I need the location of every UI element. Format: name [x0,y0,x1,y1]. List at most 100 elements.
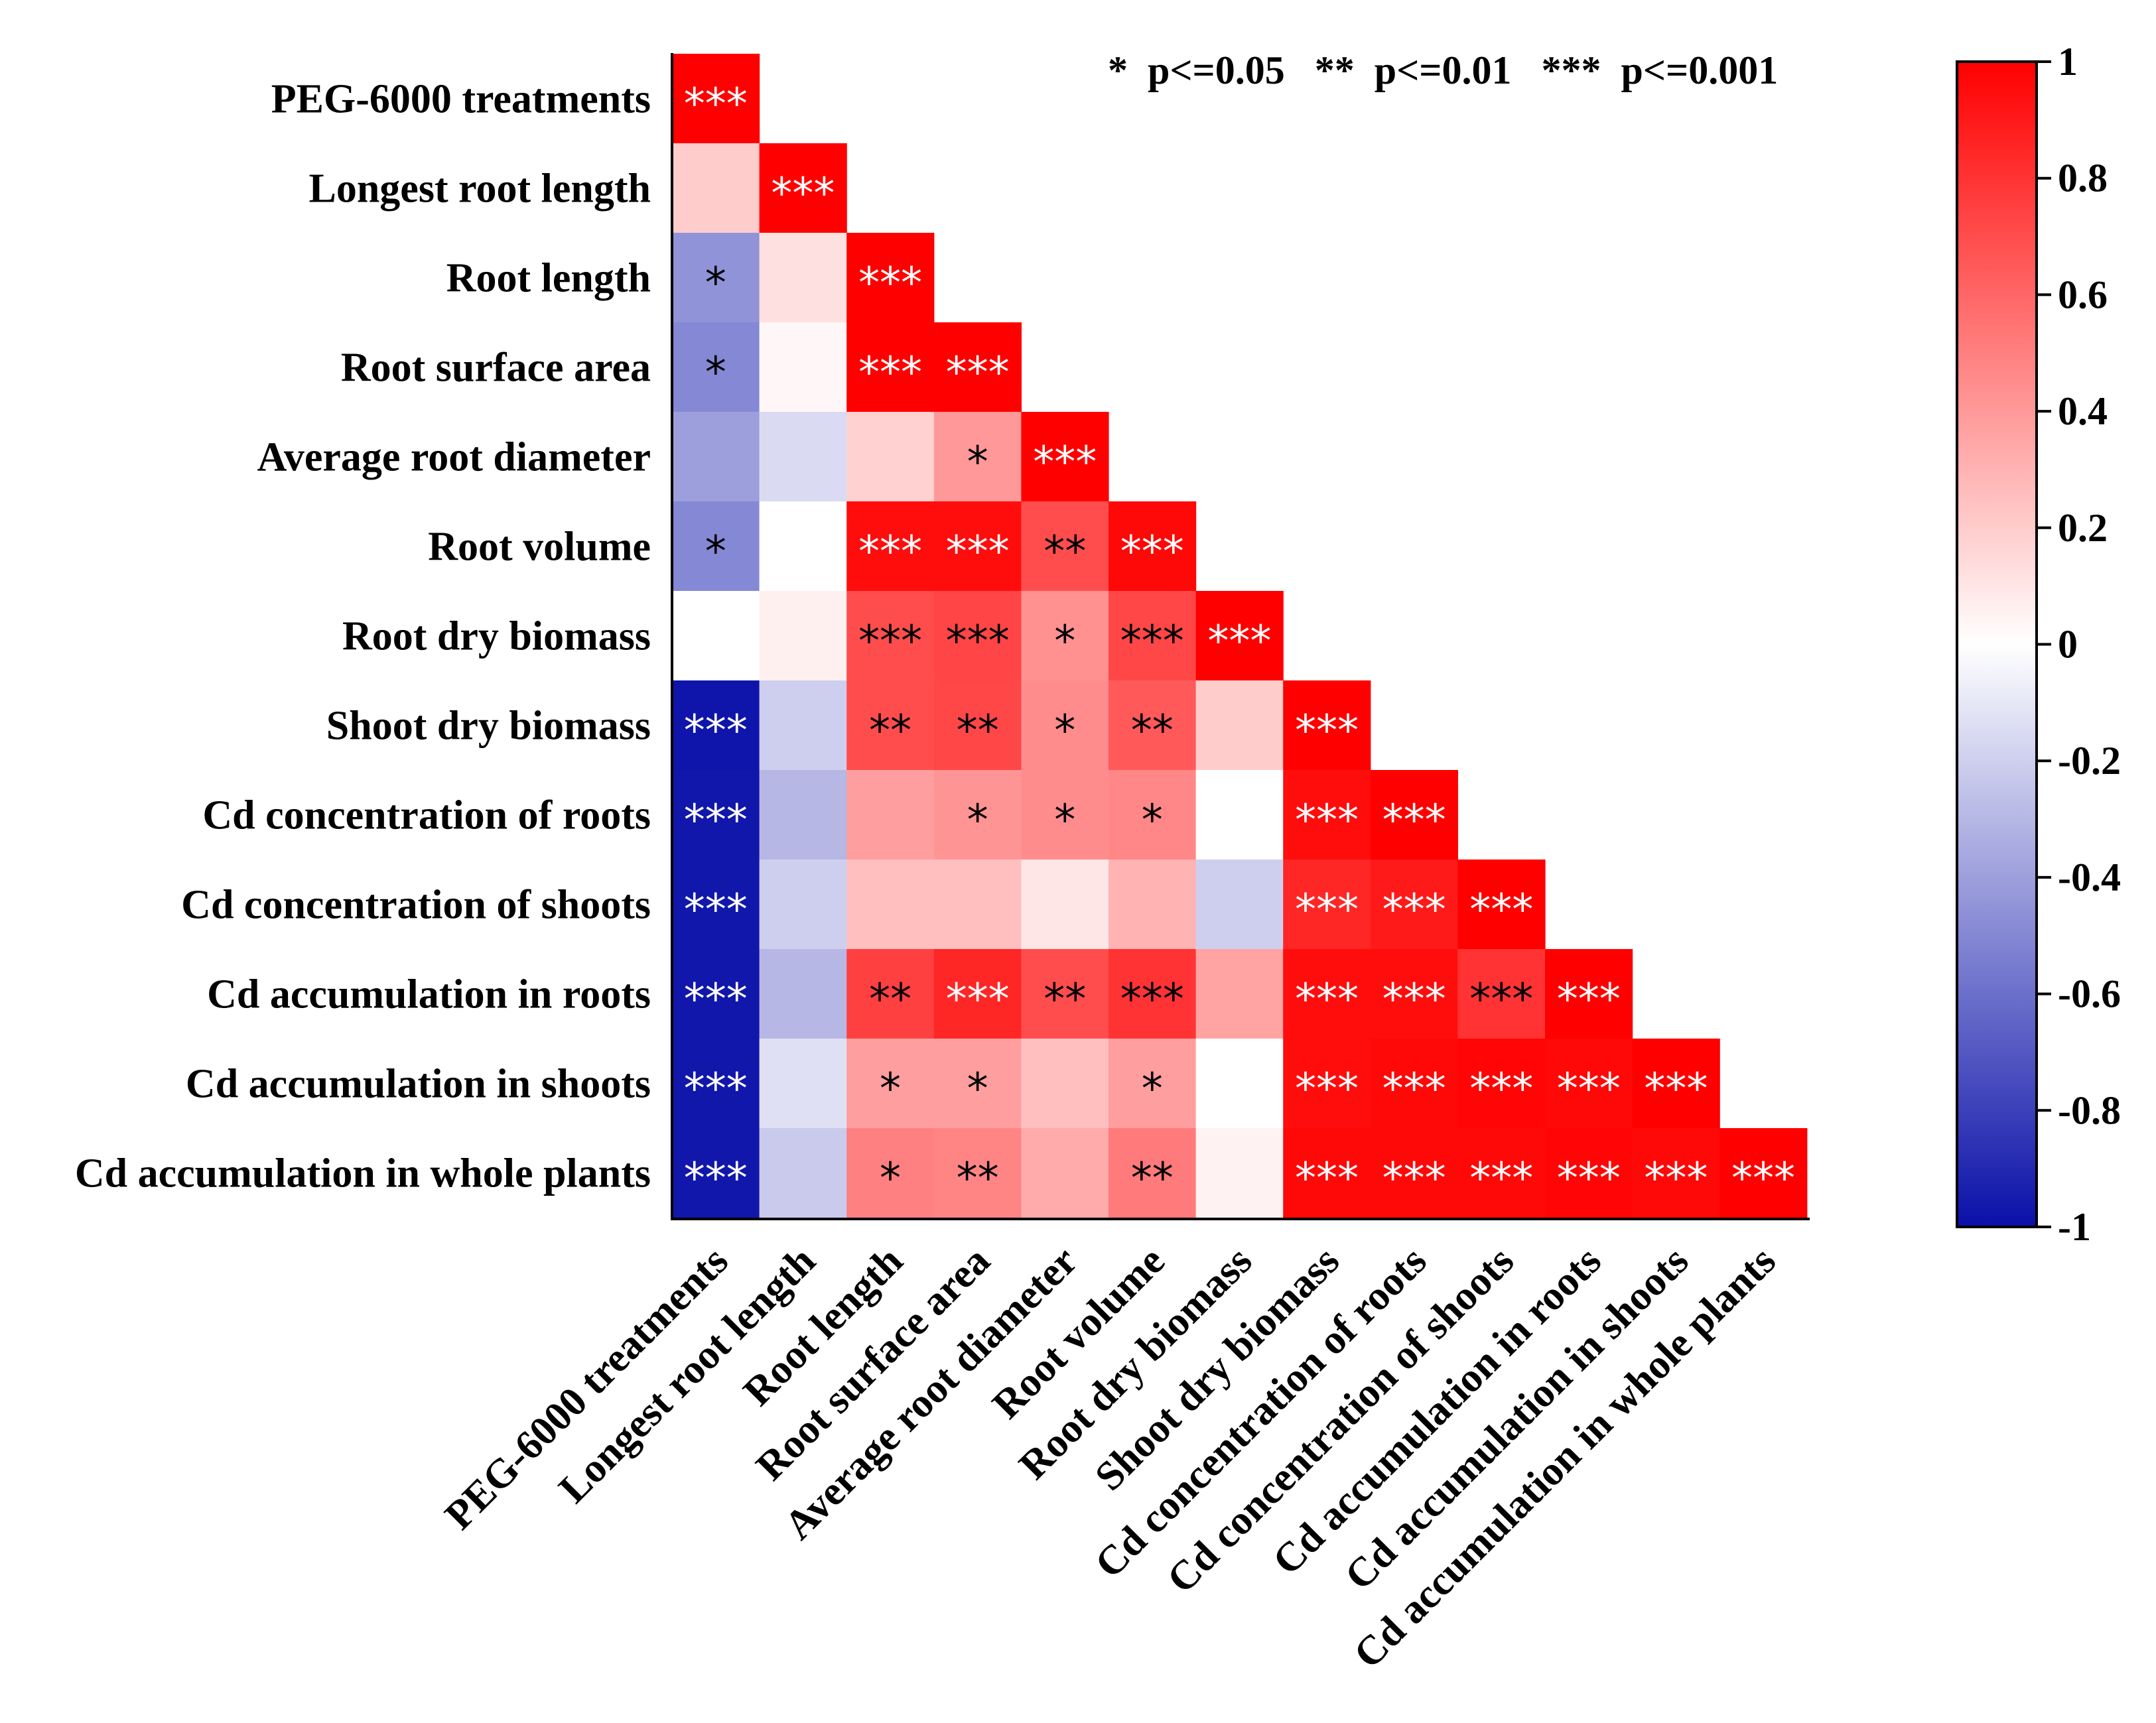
colorbar-tick-label: 0.4 [2058,389,2108,433]
heatmap-cell [846,1128,935,1218]
significance-mark: * [1054,797,1075,846]
heatmap-cell [846,412,935,502]
heatmap-cell [759,1128,847,1218]
heatmap-cell [1109,770,1197,860]
heatmap-cell [1370,1039,1458,1129]
significance-mark: *** [858,259,922,308]
row-label: Cd accumulation in shoots [186,1062,651,1107]
heatmap-cell [1370,1128,1458,1218]
heatmap-cell [672,949,760,1039]
heatmap-cell [1283,680,1371,771]
significance-mark: *** [1644,1155,1708,1204]
significance-mark: *** [1382,886,1446,935]
colorbar-tick-label: -0.6 [2058,972,2121,1016]
significance-mark: ** [1044,976,1086,1025]
heatmap-cell [672,860,760,950]
heatmap-cell [759,233,847,323]
significance-mark: *** [1207,617,1271,667]
colorbar-tick-label: 0.6 [2058,273,2108,316]
heatmap-cell [1021,680,1109,771]
heatmap-cell [1632,1039,1720,1129]
significance-mark: *** [1557,1155,1621,1204]
heatmap-cell [672,1039,760,1129]
heatmap-cell [1021,501,1109,592]
significance-mark: *** [1295,1155,1359,1204]
row-label: Cd accumulation in whole plants [75,1151,651,1196]
significance-mark: *** [684,976,748,1025]
significance-mark: *** [1120,617,1184,667]
row-label: Root surface area [341,346,651,391]
significance-mark: * [967,1065,988,1114]
heatmap-cell [1632,1128,1720,1218]
heatmap-cell [933,770,1022,860]
significance-mark: ** [1131,707,1174,756]
heatmap-cell [1283,949,1371,1039]
heatmap-cell [933,949,1022,1039]
significance-mark: *** [858,349,922,398]
significance-mark: *** [1382,1065,1446,1114]
significance-mark: *** [1469,1065,1533,1114]
heatmap-cell [759,322,847,413]
significance-mark: *** [1120,528,1184,577]
heatmap-cell [1195,1128,1284,1218]
significance-mark: *** [1295,976,1359,1025]
row-labels: PEG-6000 treatments Longest root length Ro… [75,77,651,1196]
significance-mark: * [1054,617,1075,667]
heatmap-cell [672,233,760,323]
heatmap-cell [933,412,1022,502]
colorbar-tick-label: 0 [2058,623,2078,667]
row-label: Longest root length [308,166,651,212]
heatmap-cell [933,680,1022,771]
row-label: Root dry biomass [342,614,651,659]
heatmap-cell [759,412,847,502]
heatmap-cell [1021,860,1109,950]
heatmap-cell [1457,860,1546,950]
heatmap-cell [933,501,1022,592]
significance-mark: * [705,259,726,308]
heatmap-cell [846,591,935,681]
colorbar-gradient [1956,60,2038,1228]
row-label: Cd accumulation in roots [207,972,651,1017]
heatmap-cell [1370,949,1458,1039]
heatmap-cell [759,143,847,233]
heatmap-cell [846,949,935,1039]
heatmap-cell [759,501,847,592]
row-label: Average root diameter [257,435,651,480]
significance-mark: ** [1044,528,1086,577]
colorbar-tick-label: -0.8 [2058,1088,2121,1132]
heatmap-cell [1109,860,1197,950]
heatmap-cell [759,591,847,681]
colorbar-tick-label: -1 [2058,1205,2091,1249]
heatmap-cell [1283,1039,1371,1129]
significance-mark: *** [946,976,1010,1025]
significance-mark: *** [684,886,748,935]
heatmap-cell [846,770,935,860]
heatmap-cell [1457,1039,1546,1129]
significance-mark: *** [946,528,1010,577]
significance-mark: *** [1295,886,1359,935]
row-label: Shoot dry biomass [326,704,651,749]
heatmap-cell [933,860,1022,950]
heatmap-cell [672,770,760,860]
significance-mark: *** [684,1155,748,1204]
significance-legend: * p<=0.05 ** p<=0.01 *** p<=0.001 [1108,48,1778,92]
heatmap-cell [1195,770,1284,860]
colorbar: 1 0.8 0.6 0.4 0.2 0 -0.2 -0.4 -0.6 -0.8 -1 [1956,40,2121,1249]
heatmap-cell [1370,860,1458,950]
heatmap-cell [933,591,1022,681]
significance-mark: *** [1469,886,1533,935]
heatmap-cell [672,54,760,144]
heatmap-cell [672,412,760,502]
heatmap-cells: ******* **** *** **** **** *** *** ** ****** *** *… [672,54,1808,1218]
significance-mark: *** [1120,976,1184,1025]
heatmap-axes [671,53,1810,1220]
heatmap-cell [1109,591,1197,681]
heatmap-cell [759,860,847,950]
significance-mark: * [967,438,988,487]
heatmap-cell [759,949,847,1039]
heatmap-cell [1370,770,1458,860]
heatmap-cell [672,680,760,771]
heatmap-cell [846,680,935,771]
significance-mark: *** [1033,438,1097,487]
heatmap-cell [1545,1128,1633,1218]
